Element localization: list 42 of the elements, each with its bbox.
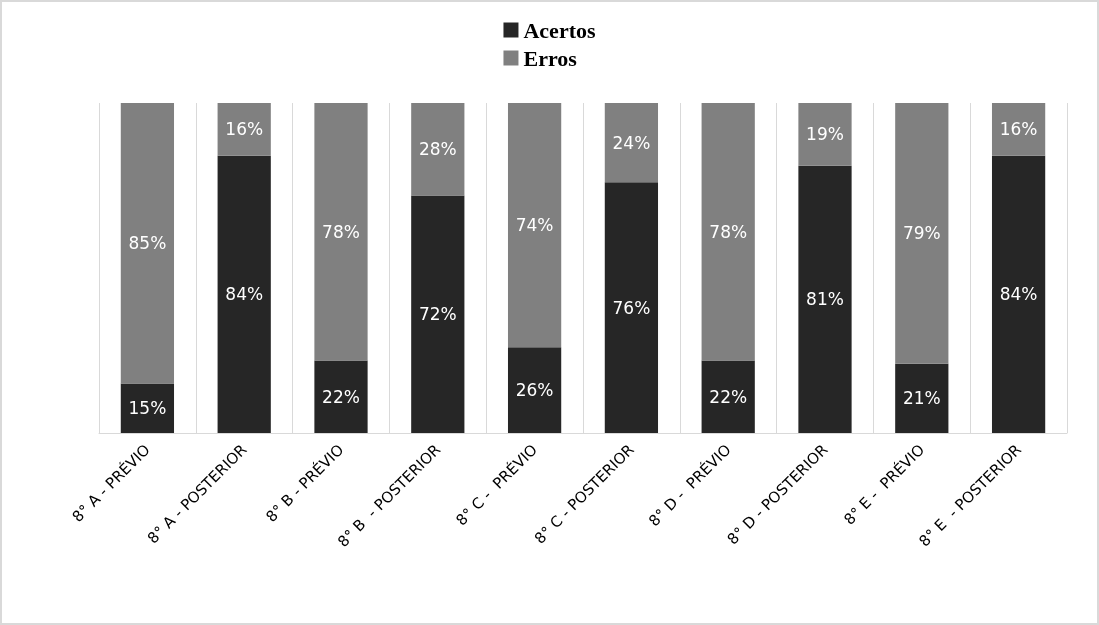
bar bbox=[507, 347, 562, 433]
data-label: 16% bbox=[999, 119, 1038, 140]
data-label: 21% bbox=[902, 388, 941, 409]
data-label: 79% bbox=[902, 223, 941, 244]
bar bbox=[217, 155, 271, 433]
data-label: 19% bbox=[806, 124, 844, 145]
data-label: 22% bbox=[322, 386, 360, 407]
bar bbox=[604, 182, 659, 433]
legend-label: Erros bbox=[523, 45, 578, 71]
bar bbox=[217, 103, 271, 156]
bar bbox=[411, 103, 465, 196]
bar bbox=[991, 103, 1046, 156]
data-label: 22% bbox=[709, 386, 748, 407]
data-label: 15% bbox=[128, 398, 167, 419]
bar bbox=[798, 165, 852, 433]
data-label: 74% bbox=[515, 215, 554, 236]
data-label: 78% bbox=[709, 221, 748, 242]
data-label: 76% bbox=[612, 297, 651, 318]
bar bbox=[604, 103, 659, 183]
legend-label: Acertos bbox=[523, 17, 596, 43]
data-label: 84% bbox=[999, 284, 1038, 305]
data-label: 78% bbox=[322, 221, 360, 242]
data-label: 81% bbox=[806, 289, 844, 310]
bar bbox=[798, 103, 852, 166]
bar bbox=[701, 103, 755, 361]
bar bbox=[507, 103, 562, 348]
bar bbox=[895, 103, 949, 364]
bar bbox=[991, 155, 1046, 433]
bar bbox=[120, 383, 175, 433]
data-label: 72% bbox=[418, 304, 457, 325]
data-label: 85% bbox=[128, 233, 167, 254]
data-label: 26% bbox=[515, 380, 554, 401]
bar bbox=[701, 360, 755, 433]
data-label: 84% bbox=[225, 284, 264, 305]
bar bbox=[120, 103, 175, 384]
data-label: 28% bbox=[418, 139, 457, 160]
bar bbox=[314, 360, 368, 433]
bar bbox=[314, 103, 368, 361]
bar bbox=[895, 363, 949, 433]
data-label: 24% bbox=[612, 132, 651, 153]
bar bbox=[411, 195, 465, 433]
data-label: 16% bbox=[225, 119, 264, 140]
